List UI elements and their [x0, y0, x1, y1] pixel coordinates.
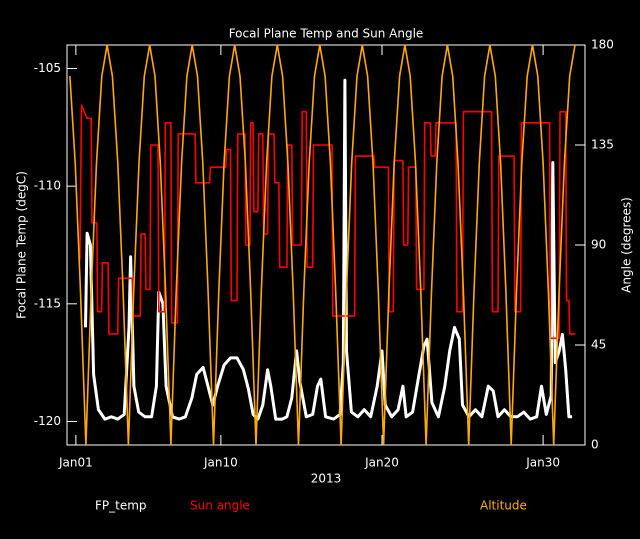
y2-tick-label: 90 — [591, 238, 606, 252]
series-line — [69, 44, 576, 446]
legend-entry: FP_temp — [95, 499, 147, 513]
x-tick-label: Jan10 — [203, 456, 238, 470]
y-axis-label: Focal Plane Temp (degC) — [15, 171, 29, 319]
y2-axis-label: Angle (degrees) — [620, 197, 634, 293]
x-tick-label: Jan01 — [58, 456, 93, 470]
legend-entry: Sun angle — [190, 499, 250, 513]
x-tick-label: Jan30 — [525, 456, 560, 470]
legend-entry: Altitude — [480, 499, 527, 513]
y2-tick-label: 0 — [591, 438, 599, 452]
y-tick-label: -105 — [34, 61, 61, 75]
y2-tick-label: 45 — [591, 338, 606, 352]
y-tick-label: -110 — [34, 179, 61, 193]
x-axis-label: 2013 — [311, 472, 342, 486]
y-tick-label: -120 — [34, 414, 61, 428]
x-tick-label: Jan20 — [364, 456, 399, 470]
y2-tick-label: 135 — [591, 138, 614, 152]
chart-title: Focal Plane Temp and Sun Angle — [229, 27, 424, 41]
y2-tick-label: 180 — [591, 38, 614, 52]
y-tick-label: -115 — [34, 296, 61, 310]
